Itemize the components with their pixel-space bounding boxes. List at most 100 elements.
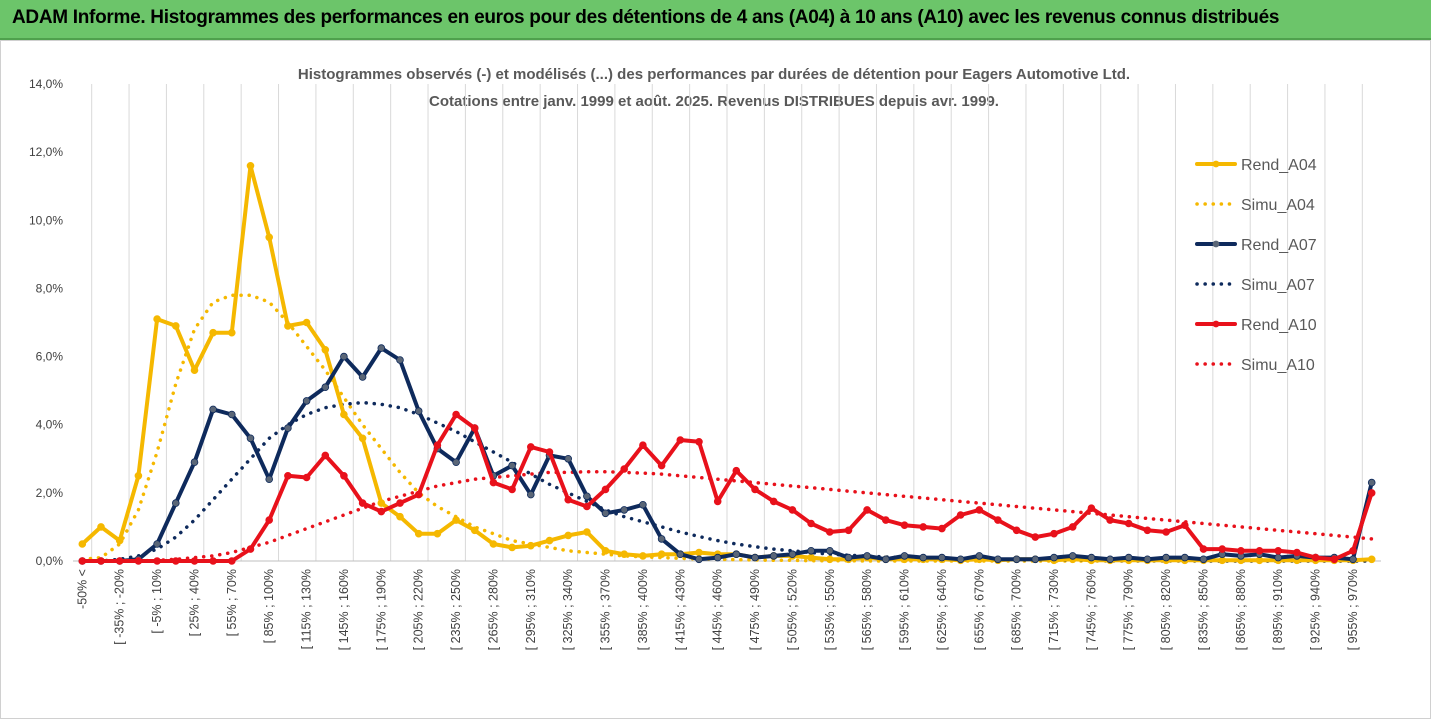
x-tick-label: [ 145% ; 160%: [337, 569, 351, 650]
data-point-rend-a07: [919, 553, 927, 562]
data-point-rend-a10: [97, 557, 105, 565]
data-point-rend-a04: [620, 550, 628, 559]
data-point-rend-a04: [489, 540, 498, 548]
data-point-rend-a10: [938, 524, 946, 533]
legend: Rend_A04 Simu_A04 Rend_A07 Simu_A07 Rend_A10…: [1195, 157, 1317, 374]
data-point-rend-a04: [1367, 555, 1376, 564]
data-point-rend-a04: [639, 552, 647, 560]
data-point-rend-a10: [1237, 546, 1245, 555]
data-point-rend-a10: [1162, 528, 1170, 536]
x-tick-label: [ 505% ; 520%: [785, 569, 799, 650]
data-point-rend-a07: [620, 506, 628, 514]
y-tick-label: 2,0%: [36, 486, 64, 500]
series-lines: [78, 162, 1376, 565]
x-tick-label: [ 625% ; 640%: [935, 569, 949, 650]
data-point-rend-a07: [1050, 553, 1058, 562]
legend-marker: [1212, 240, 1220, 248]
data-point-rend-a04: [433, 529, 442, 538]
data-point-rend-a07: [358, 373, 367, 381]
data-point-rend-a07: [788, 550, 797, 559]
data-point-rend-a04: [265, 233, 274, 242]
data-point-rend-a10: [1050, 529, 1058, 538]
data-point-rend-a10: [209, 557, 217, 565]
data-point-rend-a10: [1293, 548, 1301, 557]
data-point-rend-a10: [1124, 519, 1133, 528]
data-point-rend-a10: [1255, 546, 1264, 555]
data-point-rend-a04: [190, 366, 199, 375]
x-tick-label: [ 235% ; 250%: [449, 569, 463, 650]
data-point-rend-a10: [545, 448, 554, 456]
chart-subtitle: Cotations entre janv. 1999 et août. 2025…: [429, 93, 999, 110]
x-tick-label: [ 895% ; 910%: [1271, 569, 1285, 650]
data-point-rend-a07: [508, 461, 516, 470]
data-point-rend-a10: [1274, 546, 1282, 555]
data-point-rend-a04: [545, 536, 554, 545]
data-point-rend-a07: [732, 550, 741, 559]
data-point-rend-a10: [1330, 555, 1339, 564]
x-tick-label: [ 595% ; 610%: [898, 569, 912, 650]
data-point-rend-a10: [321, 451, 330, 460]
y-tick-label: 8,0%: [36, 281, 64, 295]
report-title: ADAM Informe. Histogrammes des performan…: [12, 7, 1280, 28]
data-point-rend-a10: [900, 521, 909, 530]
data-point-rend-a07: [1274, 553, 1282, 562]
legend-marker: [1212, 320, 1220, 328]
series-line-simu-a04: [80, 293, 1374, 563]
data-point-rend-a04: [321, 345, 330, 354]
data-point-rend-a10: [788, 506, 797, 514]
data-point-rend-a07: [751, 553, 759, 562]
data-point-rend-a10: [732, 466, 741, 475]
data-point-rend-a10: [172, 557, 180, 565]
data-point-rend-a07: [657, 535, 666, 543]
x-tick-label: [ 325% ; 340%: [561, 569, 575, 650]
data-point-rend-a07: [340, 352, 348, 361]
y-tick-label: 0,0%: [36, 554, 64, 568]
data-point-rend-a07: [190, 458, 199, 467]
data-point-rend-a10: [844, 526, 853, 535]
x-tick-label: [ 775% ; 790%: [1122, 569, 1136, 650]
series-line-rend-a10: [80, 412, 1374, 563]
x-tick-label: [ -35% ; -20%: [113, 569, 127, 645]
x-tick-label: [ 835% ; 850%: [1196, 569, 1210, 650]
data-point-rend-a10: [807, 519, 815, 528]
series-line-simu-a10: [80, 469, 1374, 563]
data-point-rend-a10: [863, 506, 871, 514]
data-point-rend-a04: [302, 318, 311, 327]
legend-marker: [1212, 160, 1220, 168]
data-point-rend-a10: [601, 485, 610, 494]
x-tick-label: [ 685% ; 700%: [1010, 569, 1024, 650]
x-tick-label: [ 445% ; 460%: [711, 569, 725, 650]
data-point-rend-a10: [1106, 516, 1114, 524]
data-point-rend-a04: [396, 512, 404, 521]
x-tick-label: [ 475% ; 490%: [748, 569, 762, 650]
x-tick-label: [ 955% ; 970%: [1346, 569, 1360, 650]
data-point-rend-a10: [452, 410, 460, 419]
data-point-rend-a04: [470, 526, 479, 535]
data-point-rend-a07: [228, 410, 236, 419]
data-point-rend-a10: [246, 545, 255, 553]
data-point-rend-a10: [414, 490, 423, 499]
data-point-rend-a07: [676, 550, 685, 559]
data-point-rend-a10: [919, 523, 927, 531]
y-tick-label: 4,0%: [36, 418, 64, 432]
data-point-rend-a04: [358, 434, 367, 443]
data-point-rend-a04: [153, 315, 161, 323]
data-point-rend-a07: [844, 553, 853, 562]
y-tick-label: 10,0%: [29, 213, 63, 227]
data-point-rend-a10: [115, 557, 124, 565]
data-point-rend-a10: [639, 441, 647, 450]
data-point-rend-a10: [377, 507, 386, 516]
legend-label: Simu_A07: [1241, 277, 1315, 294]
data-point-rend-a10: [1311, 553, 1320, 562]
x-tick-label: -50% <: [75, 569, 89, 609]
x-tick-label: [ 295% ; 310%: [524, 569, 538, 650]
x-tick-label: [ 25% ; 40%: [187, 569, 201, 636]
chart-title: Histogrammes observés (-) et modélisés (…: [298, 66, 1130, 83]
data-point-rend-a10: [1087, 504, 1096, 513]
data-point-rend-a07: [938, 553, 946, 562]
data-point-rend-a04: [583, 528, 591, 536]
data-point-rend-a10: [975, 506, 984, 514]
data-point-rend-a10: [564, 495, 572, 504]
data-point-rend-a07: [1124, 553, 1133, 562]
data-point-rend-a07: [321, 383, 330, 392]
